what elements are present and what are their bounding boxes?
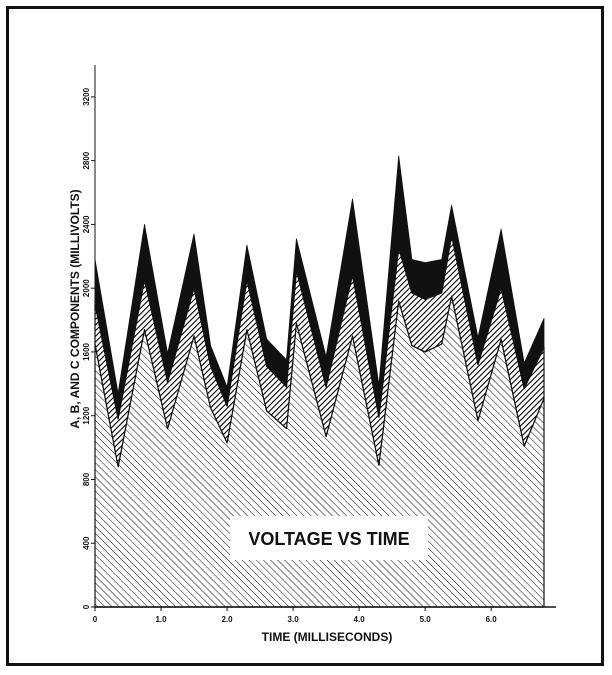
x-tick-label: 6.0 — [486, 615, 498, 624]
y-tick-label: 800 — [82, 472, 91, 486]
y-tick-label: 1600 — [82, 342, 91, 360]
chart-title: VOLTAGE VS TIME — [248, 529, 409, 549]
y-tick-label: 1200 — [82, 406, 91, 424]
y-ticks: 0 400 800 1200 1600 2000 2400 2800 3200 — [82, 87, 95, 609]
y-tick-label: 0 — [82, 604, 91, 609]
y-tick-label: 2800 — [82, 151, 91, 169]
chart-frame: 0 1.0 2.0 3.0 4.0 5.0 6.0 0 400 800 1200 1600 2000 2… — [6, 6, 604, 666]
chart: 0 1.0 2.0 3.0 4.0 5.0 6.0 0 400 800 1200 1600 2000 2… — [68, 65, 556, 644]
x-tick-label: 1.0 — [155, 615, 167, 624]
area-series-c — [94, 155, 545, 420]
y-tick-label: 2400 — [82, 215, 91, 233]
y-tick-label: 3200 — [82, 87, 91, 105]
y-tick-label: 400 — [82, 536, 91, 550]
chart-title-box — [230, 516, 428, 560]
x-tick-label: 2.0 — [221, 615, 233, 624]
x-tick-label: 0 — [93, 615, 98, 624]
y-tick-label: 2000 — [82, 279, 91, 297]
axes: 0 1.0 2.0 3.0 4.0 5.0 6.0 0 400 800 1200 1600 2000 2… — [82, 65, 556, 624]
x-tick-label: 4.0 — [354, 615, 366, 624]
x-axis-title: TIME (MILLISECONDS) — [262, 630, 393, 644]
x-ticks: 0 1.0 2.0 3.0 4.0 5.0 6.0 — [93, 607, 498, 624]
y-axis-title: A, B, AND C COMPONENTS (MILLIVOLTS) — [68, 189, 82, 428]
x-tick-label: 3.0 — [288, 615, 300, 624]
x-tick-label: 5.0 — [420, 615, 432, 624]
